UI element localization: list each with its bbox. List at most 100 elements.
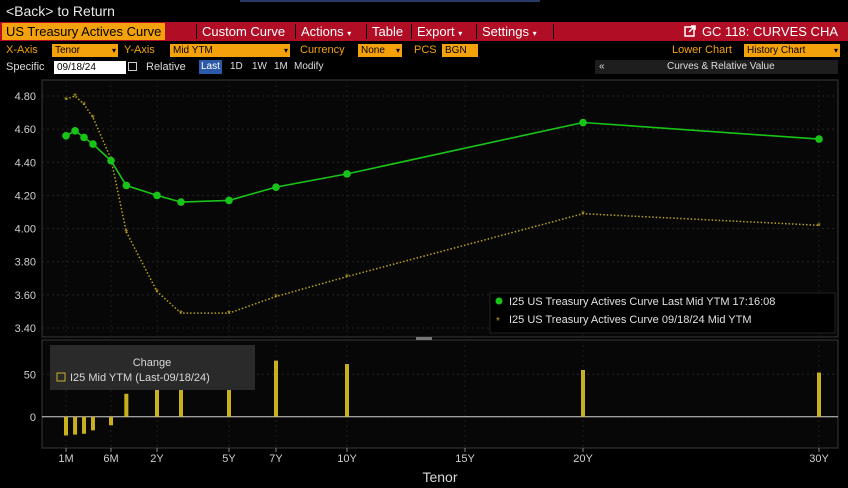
prior-curve-point: * (91, 114, 95, 125)
x-tick-label: 5Y (222, 453, 236, 465)
change-bar (124, 393, 129, 417)
lower-y-tick-label: 0 (30, 412, 36, 424)
prior-curve-line (65, 95, 820, 314)
x-tick-label: 2Y (150, 453, 164, 465)
back-to-return-link[interactable]: <Back> to Return (6, 3, 115, 19)
menu-divider (196, 24, 197, 39)
panel-splitter[interactable] (416, 337, 432, 340)
last-curve-point (80, 133, 88, 142)
y-axis-dropdown[interactable]: Mid YTM ▾ (170, 44, 290, 57)
change-bar (82, 416, 87, 434)
curves-label: Curves & Relative Value (667, 61, 775, 72)
dropdown-arrow-icon: ▾ (458, 29, 463, 38)
menu-divider (553, 24, 554, 39)
last-curve-point (343, 170, 351, 178)
relative-label: Relative (146, 61, 186, 73)
dropdown-arrow-icon: ▾ (532, 29, 537, 38)
prior-curve-point: * (345, 273, 349, 284)
curves-chart: 3.40 3.60 3.80 4.00 4.20 4.40 4.60 4.80 1M 6M 2Y 5Y… (0, 76, 848, 488)
prior-curve-point: * (155, 288, 159, 299)
legend-marker-prior: * (496, 316, 500, 327)
1m-button[interactable]: 1M (274, 61, 288, 72)
menu-bar: US Treasury Actives Curve Custom Curve A… (0, 22, 848, 41)
calendar-icon[interactable] (128, 62, 137, 71)
specific-label: Specific (6, 61, 45, 73)
x-axis-dropdown[interactable]: Tenor ▾ (52, 44, 118, 57)
currency-value: None (361, 45, 385, 56)
menu-divider (295, 24, 296, 39)
last-curve-point (89, 140, 97, 148)
top-accent-line (240, 0, 540, 2)
launch-icon[interactable] (684, 25, 696, 37)
dropdown-arrow-icon: ▾ (347, 29, 352, 38)
lower-legend (50, 345, 255, 390)
y-tick-label: 4.80 (15, 91, 36, 103)
pcs-label: PCS (414, 44, 437, 56)
date-controls-row: Specific 09/18/24 Relative Last 1D 1W 1M… (0, 59, 848, 75)
lower-chart-title: Change (133, 357, 172, 369)
y-tick-label: 4.40 (15, 157, 36, 169)
y-axis-label: Y-Axis (124, 44, 155, 56)
collapse-icon[interactable]: « (599, 61, 605, 72)
1w-button[interactable]: 1W (252, 61, 267, 72)
change-bar (817, 372, 821, 417)
legend-label-last: I25 US Treasury Actives Curve Last Mid Y… (509, 296, 775, 308)
prior-curve-point: * (227, 309, 231, 320)
last-button[interactable]: Last (199, 60, 222, 74)
actions-menu[interactable]: Actions ▾ (301, 23, 351, 40)
x-axis-label: X-Axis (6, 44, 38, 56)
last-curve-point (71, 127, 79, 135)
curve-title-tab[interactable]: US Treasury Actives Curve (2, 23, 166, 40)
y-tick-label: 3.40 (15, 323, 36, 335)
change-bar (109, 416, 113, 426)
y-tick-label: 3.60 (15, 290, 36, 302)
last-curve-point (122, 181, 131, 190)
currency-label: Currency (300, 44, 345, 56)
prior-curve-point: * (817, 221, 821, 232)
currency-dropdown[interactable]: None ▾ (358, 44, 402, 57)
lower-chart-value: History Chart (747, 45, 806, 56)
menu-divider (366, 24, 367, 39)
custom-curve-menu[interactable]: Custom Curve (202, 24, 286, 39)
menu-divider (476, 24, 477, 39)
legend-marker-last (495, 297, 503, 305)
lower-y-tick-label: 50 (24, 369, 36, 381)
curves-panel-header: « Curves & Relative Value (595, 60, 838, 74)
page-code: GC 118: CURVES CHA (684, 23, 838, 40)
last-curve-point (815, 135, 823, 143)
pcs-input[interactable]: BGN (442, 44, 478, 57)
last-curve-point (579, 118, 587, 127)
export-menu[interactable]: Export ▾ (417, 23, 462, 40)
x-tick-label: 6M (103, 453, 118, 465)
x-tick-label: 15Y (455, 453, 475, 465)
settings-menu[interactable]: Settings ▾ (482, 23, 537, 40)
specific-date-input[interactable]: 09/18/24 (54, 61, 126, 74)
dropdown-arrow-icon: ▾ (283, 46, 288, 55)
x-tick-label: 7Y (269, 453, 283, 465)
prior-curve-point: * (73, 92, 77, 103)
actions-label: Actions (301, 24, 344, 39)
y-tick-label: 4.00 (15, 224, 36, 236)
1d-button[interactable]: 1D (230, 61, 243, 72)
prior-curve-point: * (581, 210, 585, 221)
x-tick-label: 10Y (337, 453, 357, 465)
last-curve-point (272, 183, 280, 191)
table-menu[interactable]: Table (372, 24, 404, 39)
page-code-label: GC 118: CURVES CHA (701, 24, 838, 39)
last-curve-point (177, 198, 185, 206)
last-curve-point (153, 191, 161, 200)
prior-curve-point: * (124, 228, 128, 239)
lower-legend-marker (56, 372, 66, 382)
main-legend (489, 292, 836, 334)
change-bar (274, 360, 278, 417)
y-tick-label: 4.20 (15, 190, 36, 202)
modify-button[interactable]: Modify (294, 61, 324, 72)
lower-chart-dropdown[interactable]: History Chart ▾ (744, 44, 840, 57)
x-axis-value: Tenor (55, 45, 81, 56)
legend-label-prior: I25 US Treasury Actives Curve 09/18/24 M… (509, 314, 752, 326)
x-tick-label: 30Y (809, 453, 829, 465)
change-bar (64, 416, 68, 436)
change-bar (581, 370, 585, 417)
prior-curve-point: * (179, 309, 183, 320)
dropdown-arrow-icon: ▾ (111, 46, 116, 55)
